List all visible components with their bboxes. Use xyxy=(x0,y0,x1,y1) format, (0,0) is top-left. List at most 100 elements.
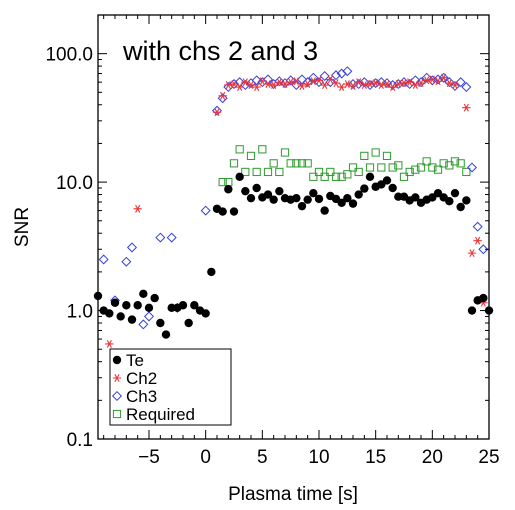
point-ch2-42 xyxy=(411,81,420,89)
point-required-27 xyxy=(371,148,380,157)
point-required-25 xyxy=(360,151,369,160)
point-required-2 xyxy=(229,159,239,168)
point-te-52 xyxy=(388,183,397,193)
point-ch2-34 xyxy=(365,80,375,88)
point-te-37 xyxy=(303,195,312,204)
point-ch2-9 xyxy=(224,81,233,89)
point-required-7 xyxy=(258,145,267,154)
point-ch2-31 xyxy=(348,82,358,90)
point-required-16 xyxy=(309,172,318,181)
point-te-25 xyxy=(235,172,244,181)
legend-marker-ch2 xyxy=(112,374,122,382)
point-te-56 xyxy=(411,193,420,202)
point-te-66 xyxy=(467,306,477,315)
point-required-11 xyxy=(280,148,290,157)
point-te-17 xyxy=(190,301,199,310)
point-required-29 xyxy=(382,151,392,160)
legend-entry-te: Te xyxy=(112,351,144,370)
point-ch3-26 xyxy=(296,74,308,85)
point-required-36 xyxy=(422,157,431,166)
point-ch2-28 xyxy=(331,79,341,88)
point-ch3-0 xyxy=(98,254,109,265)
point-required-0 xyxy=(218,178,227,187)
point-te-9 xyxy=(144,303,154,313)
point-ch3-7 xyxy=(166,232,177,243)
point-ch2-36 xyxy=(377,81,386,89)
point-te-30 xyxy=(263,190,273,199)
point-ch2-19 xyxy=(280,80,290,88)
point-te-43 xyxy=(337,198,346,208)
point-te-44 xyxy=(343,193,352,203)
point-ch2-27 xyxy=(326,75,335,84)
point-te-24 xyxy=(229,207,239,216)
point-ch3-4 xyxy=(138,319,149,330)
point-te-28 xyxy=(252,183,261,193)
y-tick-label: 0.1 xyxy=(67,430,93,451)
legend-entry-ch3: Ch3 xyxy=(111,387,157,406)
point-te-62 xyxy=(445,197,454,206)
point-te-23 xyxy=(224,185,233,194)
point-ch2-30 xyxy=(343,80,352,88)
point-ch2-33 xyxy=(360,81,369,89)
point-ch3-34 xyxy=(342,66,353,77)
point-ch2-32 xyxy=(354,78,363,87)
point-ch3-6 xyxy=(155,232,166,243)
point-ch3-44 xyxy=(398,77,410,88)
point-ch2-18 xyxy=(275,78,284,87)
point-ch3-22 xyxy=(274,76,285,87)
legend-marker-ch3 xyxy=(111,390,123,402)
point-required-19 xyxy=(326,167,335,177)
point-ch3-18 xyxy=(251,75,262,86)
point-ch2-16 xyxy=(263,80,273,88)
point-te-32 xyxy=(275,186,284,196)
point-te-51 xyxy=(382,176,392,185)
point-ch3-32 xyxy=(330,70,342,81)
point-required-9 xyxy=(269,159,278,168)
point-ch2-11 xyxy=(235,83,244,91)
point-required-5 xyxy=(246,151,256,160)
x-tick-label: 5 xyxy=(257,447,268,468)
point-te-5 xyxy=(122,301,131,310)
point-ch3-16 xyxy=(240,80,251,91)
point-required-22 xyxy=(343,170,352,179)
point-ch2-41 xyxy=(405,78,414,87)
point-ch3-30 xyxy=(319,70,330,82)
point-te-22 xyxy=(218,207,227,216)
legend-box xyxy=(109,348,232,426)
x-tick-label: 15 xyxy=(365,447,386,468)
point-te-31 xyxy=(269,195,278,204)
series-ch3 xyxy=(98,66,489,364)
point-te-35 xyxy=(292,193,301,203)
point-ch3-56 xyxy=(466,162,478,173)
point-te-10 xyxy=(150,293,159,303)
point-te-68 xyxy=(479,293,488,303)
point-ch2-29 xyxy=(337,83,346,91)
point-te-15 xyxy=(178,301,188,310)
point-ch3-3 xyxy=(126,242,138,253)
point-ch3-57 xyxy=(472,221,483,232)
x-tick-label: 25 xyxy=(478,447,499,468)
y-axis-title: SNR xyxy=(12,207,33,247)
ticks-layer: −5 0 5 10 15 20 25 0.1 1.0 10.0 100.0 xyxy=(45,14,500,468)
point-ch2-44 xyxy=(422,76,431,85)
point-required-3 xyxy=(235,145,244,154)
point-te-19 xyxy=(201,309,210,318)
point-ch3-41 xyxy=(381,78,393,89)
x-tick-label: 0 xyxy=(200,447,211,468)
point-te-6 xyxy=(127,315,137,324)
point-ch2-37 xyxy=(382,80,392,88)
point-required-12 xyxy=(286,159,295,168)
point-ch2-15 xyxy=(258,77,267,86)
point-required-41 xyxy=(450,157,460,166)
point-required-23 xyxy=(348,163,358,172)
point-required-6 xyxy=(252,167,261,177)
chart-annotation: with chs 2 and 3 xyxy=(122,36,318,66)
point-ch3-24 xyxy=(285,75,296,86)
point-required-38 xyxy=(433,165,443,174)
point-required-35 xyxy=(416,163,426,172)
point-required-17 xyxy=(314,167,324,177)
point-ch2-39 xyxy=(394,80,403,88)
